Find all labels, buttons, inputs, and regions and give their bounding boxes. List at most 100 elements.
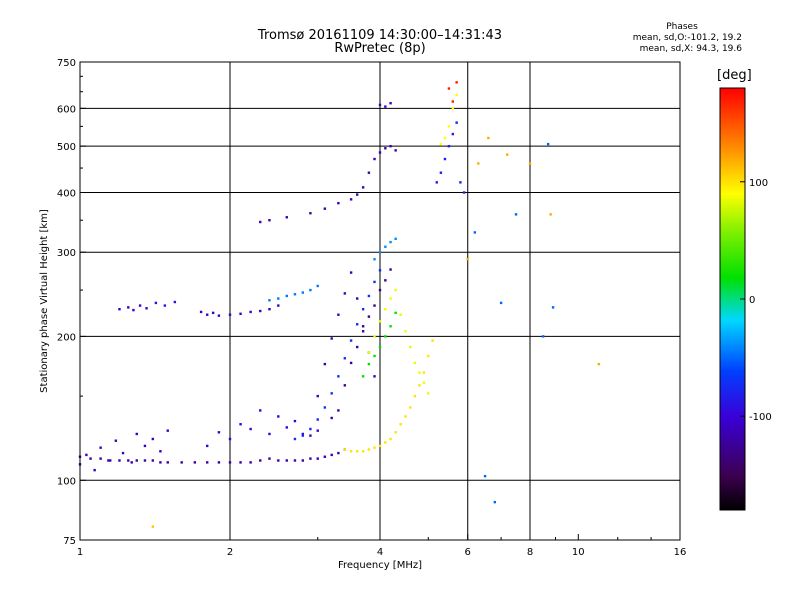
data-point (323, 362, 327, 366)
y-tick-label: 100 (57, 476, 76, 487)
data-point (259, 459, 262, 462)
data-point (378, 288, 382, 292)
gridlines (80, 62, 680, 540)
data-point (99, 446, 102, 449)
data-point (418, 384, 421, 387)
x-tick-label: 6 (465, 547, 471, 558)
data-point (180, 461, 183, 464)
data-point (541, 335, 545, 338)
data-point (285, 216, 288, 219)
data-point (293, 459, 297, 462)
data-point (459, 181, 462, 184)
data-point (367, 351, 371, 354)
data-point (361, 450, 365, 453)
data-point (309, 288, 312, 292)
phase-stats-x-mode: mean, sd,X: 94.3, 19.6 (639, 44, 742, 54)
data-point (293, 419, 297, 423)
data-point (337, 201, 340, 205)
data-point (493, 500, 497, 504)
data-point (349, 198, 353, 201)
data-point (499, 301, 503, 305)
data-point (447, 144, 451, 148)
data-point (343, 384, 347, 387)
data-point (316, 418, 319, 421)
data-points (78, 81, 601, 528)
data-point (259, 309, 262, 313)
data-point (378, 251, 382, 254)
data-point (109, 459, 112, 462)
data-point (143, 444, 147, 448)
data-point (549, 213, 552, 216)
data-point (409, 406, 412, 409)
data-point (384, 245, 387, 248)
data-point (343, 357, 347, 360)
data-point (528, 162, 532, 165)
data-point (384, 105, 387, 108)
y-tick-label: 400 (57, 188, 76, 199)
data-point (154, 301, 158, 305)
data-point (330, 453, 333, 457)
data-point (127, 306, 130, 309)
data-point (135, 432, 138, 436)
data-point (93, 468, 96, 472)
data-point (259, 220, 262, 224)
data-point (384, 279, 387, 282)
data-point (384, 147, 387, 150)
y-tick-label: 600 (57, 104, 76, 115)
data-point (384, 335, 387, 338)
x-tick-label: 2 (227, 547, 233, 558)
data-point (337, 409, 340, 412)
data-point (316, 394, 319, 398)
data-point (427, 392, 430, 395)
data-point (118, 307, 121, 311)
data-point (473, 231, 477, 234)
data-point (378, 151, 382, 154)
data-point (249, 427, 252, 431)
data-point (373, 157, 376, 161)
data-point (355, 323, 359, 326)
phase-stats-o-mode: mean, sd,O:-101.2, 19.2 (632, 33, 742, 43)
y-tick-label: 750 (57, 58, 76, 69)
data-point (293, 293, 297, 296)
y-tick-label: 500 (57, 142, 76, 153)
data-point (323, 455, 327, 458)
data-point (389, 325, 392, 328)
data-point (163, 304, 167, 307)
data-point (166, 429, 169, 432)
data-point (487, 136, 490, 140)
data-point (367, 448, 371, 451)
data-point (378, 269, 382, 272)
data-point (343, 292, 347, 295)
data-point (217, 314, 221, 317)
colorbar-tick-label: 100 (749, 178, 768, 189)
data-point (301, 432, 305, 436)
data-point (330, 416, 333, 420)
data-point (349, 450, 353, 453)
colorbar-ticks: 100 0 -100 (740, 178, 772, 423)
data-point (378, 320, 382, 323)
data-point (389, 437, 392, 441)
data-point (551, 306, 555, 309)
data-point (378, 345, 382, 349)
data-point (443, 136, 447, 140)
data-point (309, 457, 312, 460)
data-point (413, 361, 417, 365)
data-point (211, 311, 215, 315)
data-point (361, 330, 365, 333)
data-point (343, 448, 347, 451)
data-point (394, 149, 397, 152)
data-point (193, 461, 197, 464)
data-point (466, 258, 469, 261)
data-point (389, 240, 392, 244)
data-point (309, 212, 312, 215)
data-point (151, 459, 155, 462)
data-point (455, 121, 458, 124)
data-point (477, 162, 480, 165)
data-point (166, 461, 169, 464)
data-point (373, 354, 376, 358)
data-point (384, 307, 387, 311)
data-point (373, 335, 376, 338)
data-point (483, 474, 487, 478)
colorbar-tick-label: -100 (749, 412, 772, 423)
data-point (378, 103, 382, 107)
